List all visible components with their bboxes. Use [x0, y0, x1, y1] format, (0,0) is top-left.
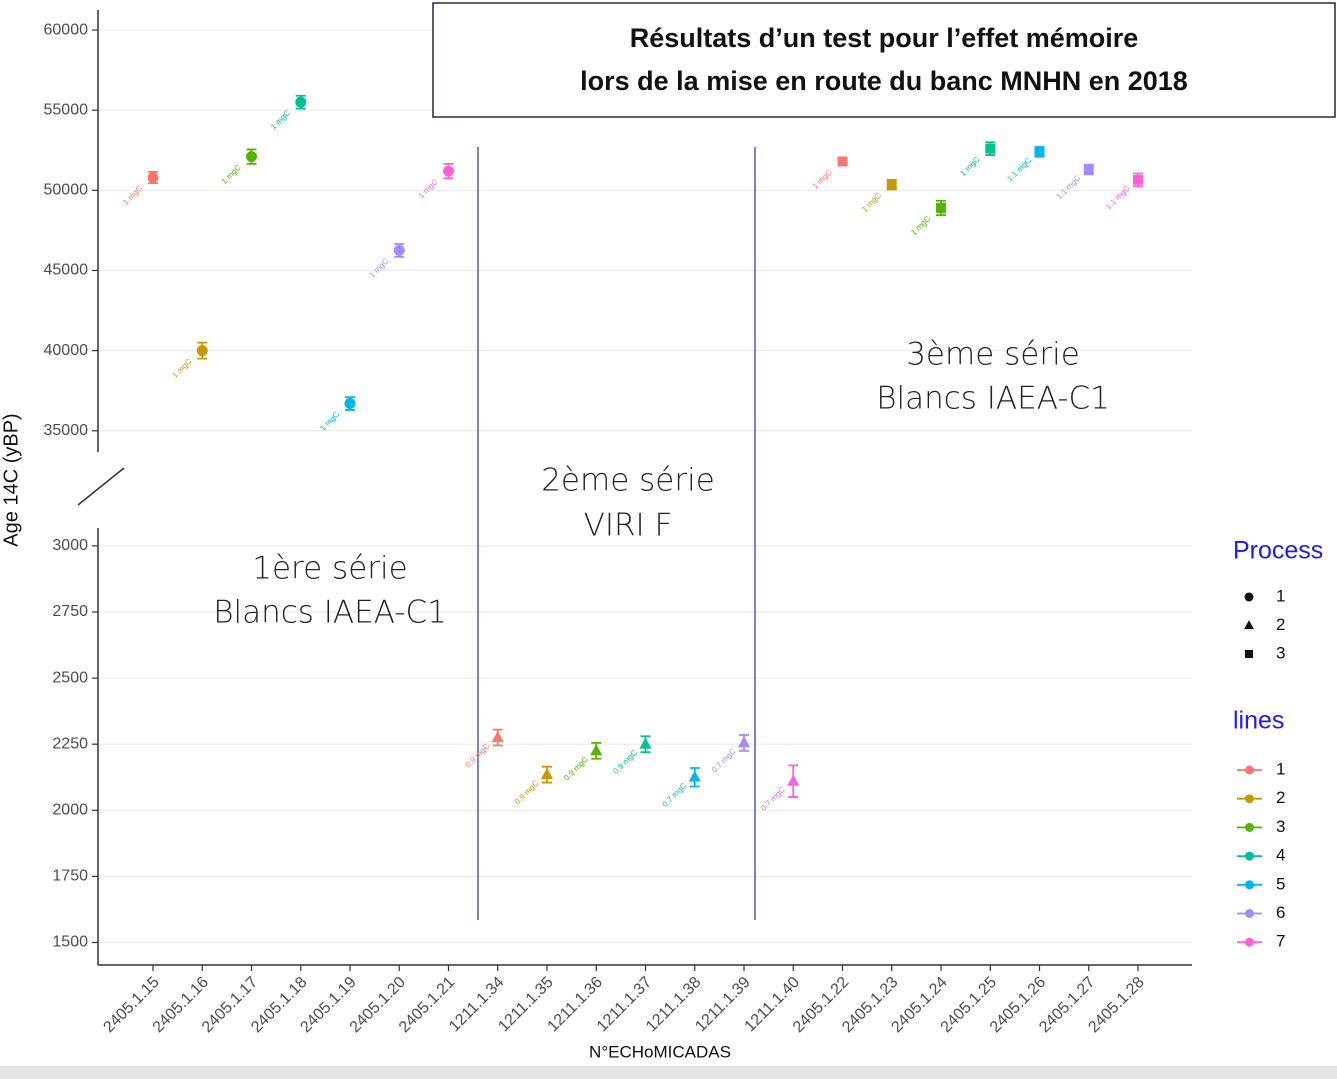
- point-label: 0.7 mgC: [759, 785, 787, 813]
- point: [1133, 174, 1143, 185]
- point-label: 1.1 mgC: [1005, 156, 1033, 184]
- point: [837, 156, 848, 167]
- legend-label: 4: [1276, 846, 1285, 865]
- title: Résultats d’un test pour l’effet mémoire: [630, 23, 1139, 53]
- y-tick-label: 35000: [44, 422, 89, 439]
- y-tick-label: 1750: [52, 868, 88, 885]
- point-label: 1 mgC: [958, 155, 981, 178]
- legend-symbol: [1244, 592, 1254, 602]
- legend-symbol: [1245, 794, 1254, 804]
- point-label: 1 mgC: [909, 214, 932, 237]
- point: [639, 737, 652, 749]
- annotation: 3ème série: [906, 337, 1080, 373]
- annotation: 1ère série: [252, 551, 407, 587]
- x-axis-title: N°ECHoMICADAS: [589, 1042, 731, 1061]
- y-tick-label: 50000: [44, 182, 89, 199]
- point: [344, 398, 356, 410]
- legend-title: lines: [1233, 707, 1284, 735]
- point-label: 1 mgC: [220, 163, 243, 186]
- point: [443, 165, 454, 177]
- point-label: 1.1 mgC: [1055, 173, 1083, 201]
- point-label: 0.7 mgC: [661, 781, 689, 809]
- legend-symbol: [1245, 765, 1254, 775]
- point: [1034, 146, 1045, 157]
- legend-label: 2: [1276, 788, 1285, 807]
- point-label: 1 mgC: [367, 256, 390, 279]
- annotation: Blancs IAEA-C1: [213, 595, 447, 631]
- point-label: 1 mgC: [417, 177, 440, 200]
- point: [886, 179, 897, 190]
- legend-label: 1: [1276, 586, 1285, 605]
- point: [985, 143, 996, 154]
- y-tick-label: 55000: [44, 101, 89, 118]
- title: lors de la mise en route du banc MNHN en…: [580, 66, 1188, 96]
- point: [246, 151, 257, 163]
- point-label: 1 mgC: [811, 168, 834, 191]
- legend-label: 3: [1276, 643, 1285, 662]
- legend-label: 5: [1276, 874, 1285, 893]
- point-label: 1 mgC: [170, 357, 193, 380]
- y-tick-label: 1500: [52, 934, 88, 951]
- legend-label: 2: [1276, 615, 1285, 634]
- y-tick-label: 2250: [52, 735, 88, 752]
- y-tick-label: 2750: [52, 603, 88, 620]
- y-tick-label: 3000: [52, 537, 88, 554]
- legend-label: 6: [1276, 903, 1285, 922]
- legend-label: 3: [1276, 817, 1285, 836]
- point: [1083, 164, 1094, 175]
- legend-symbol: [1245, 909, 1254, 918]
- point-label: 1 mgC: [269, 108, 292, 131]
- point: [787, 774, 800, 786]
- point-label: 1 mgC: [121, 184, 144, 207]
- y-tick-label: 60000: [44, 21, 89, 38]
- point-label: 1 mgC: [318, 410, 341, 433]
- legend-symbol: [1244, 620, 1254, 630]
- point-label: 0.9 mgC: [611, 748, 639, 776]
- point-label: 1.1 mgC: [1104, 184, 1132, 212]
- point: [737, 736, 751, 748]
- legend-label: 1: [1276, 759, 1285, 778]
- y-tick-label: 2000: [52, 802, 88, 819]
- point-label: 0.7 mgC: [710, 747, 738, 775]
- point: [393, 244, 405, 256]
- annotation: Blancs IAEA-C1: [876, 381, 1110, 417]
- legend-label: 7: [1276, 932, 1285, 951]
- legend-title: Process: [1233, 537, 1323, 565]
- legend-symbol: [1245, 880, 1254, 890]
- legend-symbol: [1245, 851, 1254, 861]
- point: [688, 770, 701, 782]
- point-label: 0.9 mgC: [513, 778, 541, 806]
- y-axis-title: Age 14C (yBP): [0, 413, 22, 546]
- point: [936, 203, 946, 213]
- point-label: 0.9 mgC: [562, 755, 590, 783]
- point: [540, 768, 554, 780]
- y-tick-label: 40000: [44, 342, 89, 359]
- y-tick-label: 45000: [44, 262, 89, 279]
- point: [147, 172, 159, 184]
- footer-strip: [0, 1066, 1337, 1079]
- legend-symbol: [1244, 649, 1254, 659]
- point-label: 1 mgC: [860, 191, 883, 214]
- axis-break: [77, 467, 125, 506]
- point: [590, 744, 603, 756]
- point: [196, 345, 208, 357]
- point: [491, 730, 504, 742]
- legend-symbol: [1245, 937, 1254, 947]
- y-tick-label: 2500: [52, 669, 88, 686]
- title-box: [432, 2, 1336, 118]
- annotation: 2ème série: [541, 463, 715, 499]
- annotation: VIRI F: [584, 508, 673, 544]
- point: [295, 96, 307, 108]
- legend-symbol: [1245, 822, 1254, 832]
